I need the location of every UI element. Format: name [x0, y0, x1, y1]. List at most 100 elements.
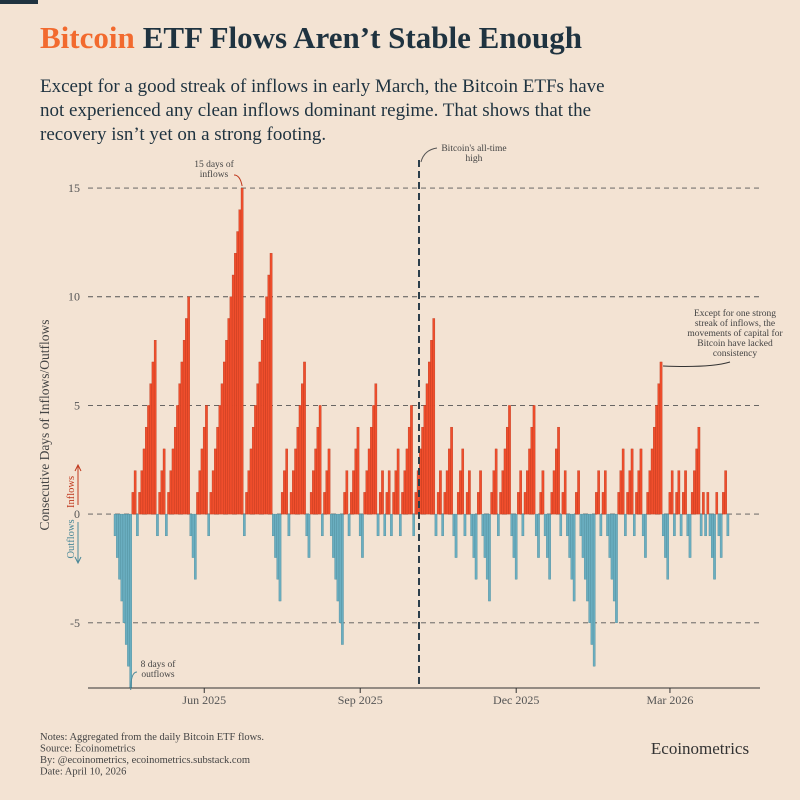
bar: [454, 513, 458, 558]
bar: [501, 470, 505, 515]
bar: [708, 513, 712, 537]
bar: [523, 492, 527, 515]
bar: [655, 405, 658, 515]
bar: [305, 513, 309, 537]
bar: [719, 513, 723, 558]
bar: [653, 426, 656, 515]
bar: [280, 492, 284, 515]
bar: [318, 405, 322, 515]
bar: [474, 513, 478, 580]
bar: [715, 492, 719, 515]
bar: [303, 361, 306, 515]
note-line: Source: Ecoinometrics: [40, 744, 135, 755]
bar: [519, 470, 522, 515]
subtitle: Except for a good streak of inflows in e…: [40, 76, 605, 145]
bar: [341, 513, 344, 645]
bar: [635, 492, 638, 515]
bar: [236, 231, 239, 515]
bar: [265, 296, 268, 515]
bar: [608, 513, 612, 558]
bar: [557, 426, 560, 515]
bar: [610, 513, 614, 580]
bar: [702, 492, 705, 515]
bar: [376, 513, 380, 537]
y-tick-label: -5: [70, 616, 80, 630]
y-tick-label: 5: [74, 398, 80, 412]
bar: [666, 513, 670, 580]
bar: [191, 513, 195, 558]
bar: [260, 340, 264, 515]
bar: [149, 383, 153, 515]
bar: [251, 426, 255, 515]
plot: -5 0 5 10 15 Jun 2025 Sep 2025 Dec 2025 Mar 2026…: [37, 144, 783, 707]
bar: [243, 513, 246, 537]
bar: [202, 426, 206, 515]
bar: [612, 513, 616, 602]
bar: [628, 470, 632, 515]
bar: [209, 492, 213, 515]
bar: [606, 513, 609, 537]
recent-annotation: movements of capital for: [687, 328, 783, 339]
bar: [570, 513, 574, 580]
bar: [690, 492, 694, 515]
ath-annotation: Bitcoin's all-time: [441, 144, 506, 154]
bar: [494, 448, 498, 515]
bar: [131, 492, 135, 515]
bar: [563, 470, 567, 515]
bar: [392, 492, 395, 515]
bar: [218, 405, 222, 515]
bar: [550, 492, 554, 515]
bar: [361, 513, 364, 558]
bar: [483, 513, 487, 558]
bar: [499, 492, 502, 515]
y-axis-label: Consecutive Days of Inflows/Outflows: [37, 319, 52, 530]
bar: [269, 253, 273, 515]
bar: [365, 470, 369, 515]
bar: [539, 492, 543, 515]
bar: [283, 470, 286, 515]
max-inflows-annotation: inflows: [200, 169, 229, 180]
bar: [541, 470, 545, 515]
bar: [510, 513, 514, 537]
bar: [470, 513, 473, 537]
bar: [182, 340, 186, 515]
note-line: Notes: Aggregated from the daily Bitcoin…: [40, 732, 264, 743]
note-line: By: @ecoinometrics, ecoinometrics.substa…: [40, 755, 250, 766]
bar: [726, 513, 730, 537]
bar: [670, 470, 674, 515]
bar: [664, 513, 667, 558]
bar: [285, 448, 288, 515]
bar: [358, 513, 362, 537]
recent-annotation: Bitcoin have lacked: [697, 339, 773, 349]
bar: [390, 513, 393, 537]
bar: [668, 492, 672, 515]
bar: [456, 492, 460, 515]
bar: [385, 492, 389, 515]
bar: [436, 492, 440, 515]
chart-title: Bitcoin ETF Flows Aren’t Stable Enough: [40, 20, 582, 55]
bar: [601, 492, 605, 515]
bar: [566, 513, 569, 537]
bar: [296, 426, 300, 515]
bar: [617, 492, 620, 515]
bar: [568, 513, 571, 558]
bar: [405, 448, 409, 515]
bar: [414, 492, 418, 515]
bar: [490, 492, 493, 515]
bar: [180, 361, 184, 515]
bar: [142, 448, 146, 515]
bar: [363, 492, 366, 515]
bar: [401, 492, 404, 515]
bar: [274, 513, 277, 558]
bar: [682, 492, 685, 515]
bar: [517, 492, 520, 515]
bar: [508, 405, 511, 515]
bar: [374, 383, 378, 515]
bar: [370, 426, 373, 515]
bar: [396, 448, 400, 515]
bar: [434, 513, 438, 537]
y-tick-label: 15: [68, 181, 80, 195]
bar: [450, 426, 453, 515]
bar: [722, 492, 725, 515]
bar: [352, 470, 355, 515]
